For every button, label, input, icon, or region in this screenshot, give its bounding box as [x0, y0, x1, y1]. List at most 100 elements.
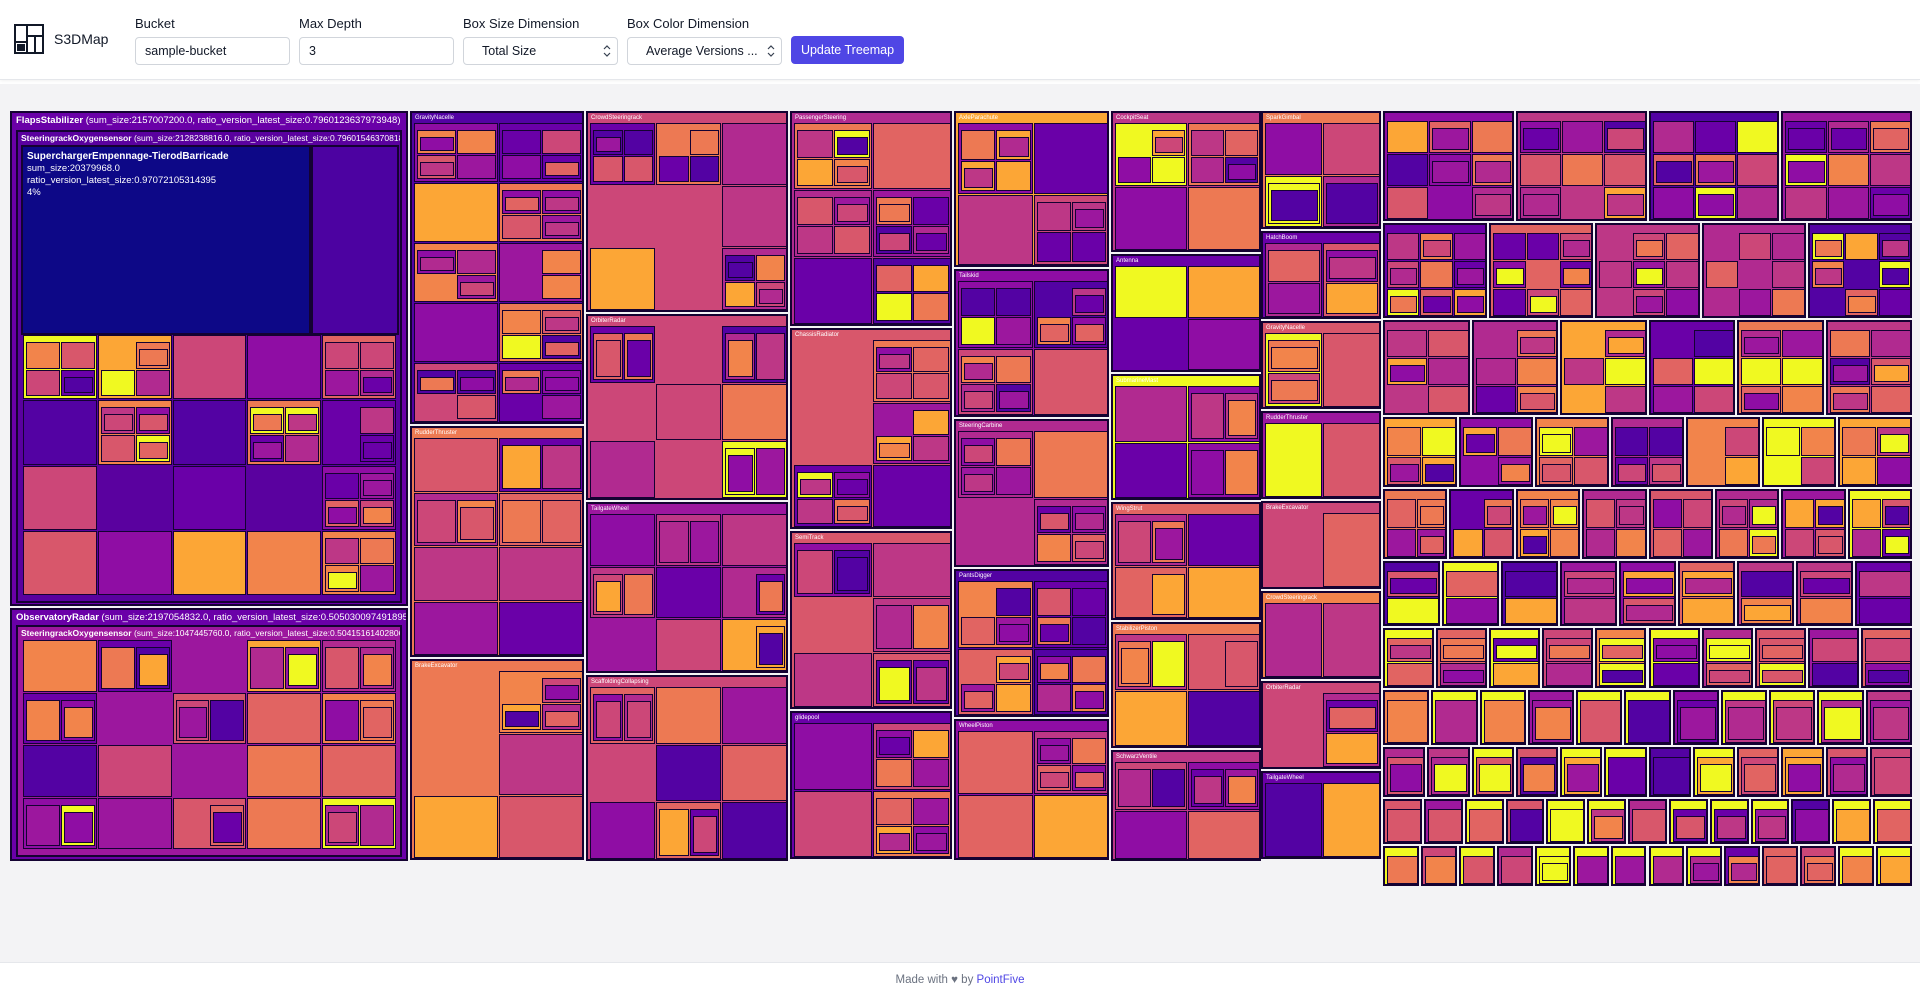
treemap-node[interactable] — [722, 566, 786, 619]
treemap-node[interactable] — [1549, 499, 1579, 528]
treemap-node[interactable] — [1493, 289, 1526, 316]
treemap-node[interactable] — [593, 156, 623, 182]
treemap-node[interactable] — [1666, 289, 1698, 316]
treemap-node[interactable] — [328, 572, 358, 589]
treemap-node[interactable] — [1605, 330, 1645, 357]
treemap-node[interactable] — [23, 530, 97, 595]
treemap-node[interactable] — [797, 130, 833, 158]
treemap-node[interactable] — [505, 197, 539, 211]
treemap-node[interactable] — [253, 441, 283, 459]
treemap-node[interactable] — [913, 197, 949, 225]
treemap-node[interactable] — [1453, 289, 1486, 316]
treemap-node[interactable]: GravityNacelle — [1261, 321, 1381, 409]
treemap-node[interactable] — [596, 701, 621, 738]
treemap-node[interactable] — [1265, 603, 1322, 677]
treemap-node[interactable] — [1036, 201, 1071, 232]
treemap-node[interactable] — [1869, 700, 1910, 743]
treemap-node[interactable] — [499, 363, 582, 422]
treemap-node[interactable] — [623, 694, 653, 741]
treemap-node[interactable] — [623, 333, 653, 380]
treemap-node[interactable] — [1390, 365, 1426, 382]
treemap-node[interactable] — [1788, 161, 1825, 183]
treemap-node[interactable] — [505, 377, 539, 391]
treemap-node[interactable] — [1326, 282, 1378, 314]
treemap-node[interactable] — [360, 369, 394, 397]
treemap-node[interactable] — [1869, 187, 1911, 219]
treemap-node[interactable] — [1383, 846, 1419, 886]
treemap-node[interactable] — [800, 479, 831, 495]
treemap-node[interactable] — [879, 442, 910, 459]
treemap-node[interactable] — [1682, 598, 1733, 624]
treemap-node[interactable]: BrakeExcavator — [410, 659, 584, 860]
treemap-node[interactable] — [499, 547, 582, 601]
treemap-node[interactable] — [1493, 638, 1539, 662]
treemap-node[interactable] — [722, 687, 786, 744]
treemap-node[interactable] — [996, 160, 1031, 191]
treemap-node[interactable] — [26, 369, 60, 397]
treemap-node[interactable] — [1619, 506, 1644, 525]
treemap-node[interactable] — [626, 701, 651, 738]
treemap-node[interactable] — [172, 530, 247, 595]
treemap-node[interactable] — [964, 445, 994, 463]
treemap-node[interactable] — [1635, 296, 1664, 313]
treemap-node[interactable] — [837, 204, 868, 222]
treemap-node[interactable] — [1795, 809, 1829, 842]
treemap-node[interactable] — [1326, 182, 1378, 224]
treemap-node[interactable] — [659, 521, 689, 563]
treemap-node[interactable] — [1387, 571, 1438, 597]
treemap-node[interactable] — [135, 407, 170, 434]
treemap-node[interactable] — [210, 699, 245, 741]
treemap-node[interactable] — [545, 222, 579, 236]
treemap-node[interactable] — [913, 435, 949, 462]
treemap-node[interactable] — [722, 326, 786, 383]
treemap-node[interactable] — [1781, 747, 1824, 797]
treemap-node[interactable] — [1071, 765, 1106, 791]
treemap-node[interactable]: SubmarineMast — [1111, 374, 1261, 500]
treemap-node[interactable] — [1188, 386, 1259, 442]
treemap-node[interactable] — [360, 804, 394, 846]
treemap-node[interactable] — [1118, 641, 1151, 687]
treemap-node[interactable] — [322, 465, 396, 530]
treemap-node[interactable] — [1652, 386, 1693, 413]
treemap-node[interactable] — [1383, 111, 1514, 221]
treemap-node[interactable] — [1115, 386, 1187, 442]
treemap-node[interactable] — [1443, 645, 1485, 659]
treemap-node[interactable] — [1033, 498, 1107, 565]
treemap-node[interactable] — [1873, 365, 1909, 382]
treemap-node[interactable] — [26, 804, 60, 846]
treemap-node[interactable] — [1591, 809, 1625, 842]
treemap-node[interactable] — [499, 733, 582, 796]
treemap-node[interactable] — [250, 434, 285, 462]
treemap-node[interactable] — [1652, 154, 1694, 186]
treemap-node[interactable] — [360, 342, 394, 369]
treemap-node[interactable] — [1595, 223, 1700, 318]
treemap-node[interactable] — [689, 809, 719, 856]
treemap-node[interactable] — [996, 438, 1031, 466]
treemap-node[interactable] — [1815, 499, 1844, 528]
treemap-node[interactable] — [728, 455, 753, 492]
treemap-node[interactable] — [1071, 201, 1106, 232]
treemap-node[interactable] — [1387, 330, 1428, 357]
treemap-node[interactable] — [502, 190, 541, 214]
treemap-node[interactable] — [1859, 598, 1910, 624]
treemap-node[interactable] — [1071, 684, 1106, 712]
treemap-node[interactable] — [1872, 707, 1909, 740]
treemap-node[interactable] — [1576, 690, 1623, 745]
treemap-node[interactable] — [794, 190, 872, 257]
treemap-node[interactable] — [1881, 499, 1910, 528]
treemap-node[interactable] — [1766, 856, 1797, 884]
treemap-node[interactable]: SteeringCarbine — [954, 419, 1109, 567]
treemap-node[interactable] — [916, 232, 947, 251]
treemap-node[interactable] — [1749, 499, 1778, 528]
treemap-node[interactable] — [1538, 856, 1569, 884]
treemap-node[interactable] — [1873, 799, 1912, 844]
treemap-node[interactable] — [1617, 463, 1647, 482]
treemap-node[interactable] — [460, 377, 494, 391]
treemap-node[interactable] — [722, 123, 786, 185]
treemap-node[interactable]: PassengerSteering — [790, 111, 952, 326]
treemap-node-observatory-radar[interactable]: ObservatoryRadar (sum_size:2197054832.0,… — [10, 608, 408, 861]
treemap-node[interactable] — [1475, 358, 1516, 385]
treemap-node[interactable] — [1599, 662, 1645, 686]
treemap-node[interactable] — [1271, 347, 1318, 369]
treemap-node[interactable] — [1115, 690, 1187, 746]
